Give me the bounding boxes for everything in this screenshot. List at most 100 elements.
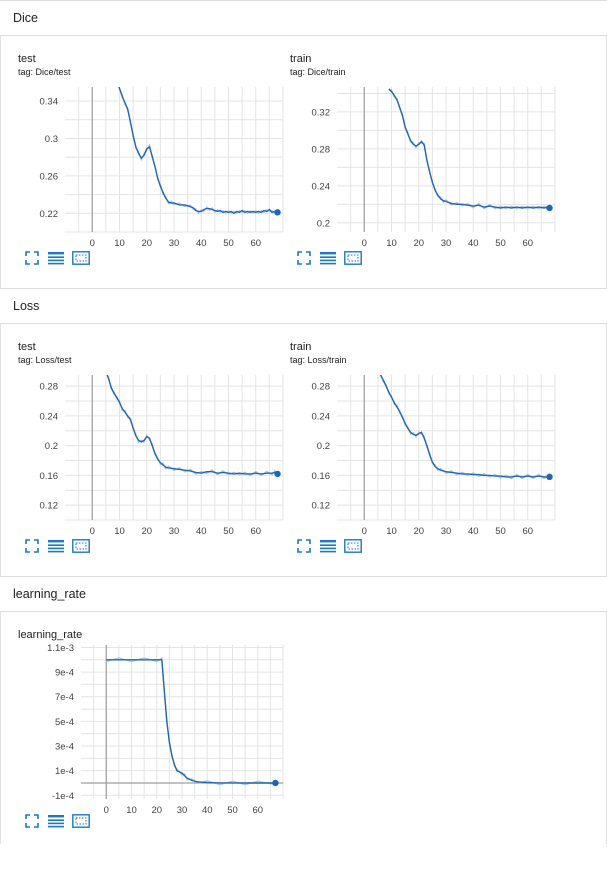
data-table-icon[interactable] — [47, 539, 65, 555]
chart-plot[interactable]: 0 10 20 30 40 50 60 -1e-4 1e-4 3e-4 5e-4 7e-4 9e-4 1.… — [18, 637, 290, 815]
section-title: Loss — [13, 299, 40, 313]
x-tick-label: 30 — [169, 526, 180, 537]
y-tick-label: 3e-4 — [55, 742, 74, 753]
chart-plot[interactable]: 0 10 20 30 40 50 60 0.12 0.16 0.2 0.24 0.28 — [290, 367, 562, 545]
fullscreen-icon[interactable] — [297, 251, 315, 267]
chart-title: train — [290, 341, 312, 353]
chart-title: test — [18, 341, 36, 353]
x-tick-label: 30 — [441, 238, 452, 249]
chart-tag: tag: Loss/train — [290, 355, 347, 365]
series-line — [106, 375, 278, 475]
y-tick-label: 1e-4 — [55, 766, 74, 777]
series-line — [388, 88, 550, 209]
x-tick-label: 50 — [495, 238, 506, 249]
data-table-icon[interactable] — [319, 251, 337, 267]
series-last-point — [274, 470, 281, 478]
fullscreen-icon[interactable] — [25, 539, 43, 555]
section-body-loss: test tag: Loss/test 0 10 20 30 40 50 60 0.12 0.16 0… — [0, 324, 607, 576]
chart-plot[interactable]: 0 10 20 30 40 50 60 0.2 0.24 0.28 0.32 — [290, 79, 562, 257]
fullscreen-icon[interactable] — [25, 814, 43, 830]
x-tick-label: 0 — [90, 526, 95, 537]
x-tick-label: 10 — [114, 238, 125, 249]
x-tick-label: 10 — [386, 526, 397, 537]
y-tick-label: 0.22 — [40, 209, 59, 220]
x-tick-label: 30 — [177, 805, 188, 815]
x-tick-label: 10 — [114, 526, 125, 537]
series-last-point — [274, 209, 281, 216]
chart-tag: tag: Loss/test — [18, 355, 72, 365]
chart-card-loss-train: train tag: Loss/train 0 10 20 30 40 50 60 0.12 0.1… — [290, 341, 562, 581]
y-tick-label: 9e-4 — [55, 668, 74, 679]
data-table-icon[interactable] — [319, 539, 337, 555]
y-tick-label: 0.28 — [312, 144, 331, 155]
y-tick-label: 1.1e-3 — [47, 643, 74, 654]
section-body-dice: test tag: Dice/test 0 10 20 30 40 50 60 0.22 0.26 0… — [0, 36, 607, 288]
fit-domain-icon[interactable] — [72, 814, 90, 830]
series-line — [106, 659, 276, 784]
x-tick-label: 30 — [441, 526, 452, 537]
fit-domain-icon[interactable] — [72, 251, 90, 267]
section-body-learning-rate: learning_rate 0 10 20 30 40 50 60 -1e-4 1e-4 3e-4 5… — [0, 612, 607, 844]
x-tick-label: 50 — [223, 526, 234, 537]
fullscreen-icon[interactable] — [25, 251, 43, 267]
x-tick-label: 60 — [252, 805, 263, 815]
chart-title: test — [18, 53, 36, 65]
y-tick-label: 0.26 — [40, 171, 59, 182]
section-title: Dice — [13, 11, 39, 25]
x-tick-label: 60 — [250, 238, 261, 249]
x-tick-label: 40 — [468, 238, 479, 249]
section-title: learning_rate — [13, 587, 86, 601]
x-tick-label: 60 — [522, 238, 533, 249]
x-tick-label: 0 — [90, 238, 95, 249]
y-tick-label: 0.2 — [317, 441, 330, 452]
chart-card-dice-train: train tag: Dice/train 0 10 20 30 40 50 60 0.2 0.24… — [290, 53, 562, 293]
y-tick-label: 0.2 — [45, 441, 58, 452]
y-tick-label: 5e-4 — [55, 717, 74, 728]
data-table-icon[interactable] — [47, 814, 65, 830]
series-raw-line — [380, 375, 550, 480]
chart-card-dice-test: test tag: Dice/test 0 10 20 30 40 50 60 0.22 0.26 0… — [18, 53, 290, 293]
y-tick-label: 0.16 — [312, 471, 331, 482]
chart-title: learning_rate — [18, 629, 83, 641]
y-tick-label: 0.24 — [40, 411, 59, 422]
x-tick-label: 20 — [141, 238, 152, 249]
fit-domain-icon[interactable] — [72, 539, 90, 555]
series-last-point — [272, 779, 279, 787]
chart-tag: tag: Dice/test — [18, 67, 71, 77]
y-tick-label: 0.12 — [312, 501, 331, 512]
series-last-point — [546, 473, 553, 481]
x-tick-label: 0 — [362, 526, 367, 537]
section-header-loss[interactable]: Loss — [0, 288, 607, 324]
section-header-dice[interactable]: Dice — [0, 0, 607, 36]
x-tick-label: 40 — [196, 238, 207, 249]
fit-domain-icon[interactable] — [344, 539, 362, 555]
y-tick-label: 0.3 — [45, 134, 58, 145]
chart-plot[interactable]: 0 10 20 30 40 50 60 0.22 0.26 0.3 0.34 — [18, 79, 290, 257]
series-line — [118, 87, 278, 215]
y-tick-label: 0.16 — [40, 471, 59, 482]
x-tick-label: 20 — [151, 805, 162, 815]
x-tick-label: 50 — [227, 805, 238, 815]
y-tick-label: 0.34 — [40, 97, 59, 108]
y-tick-label: 7e-4 — [55, 692, 74, 703]
y-tick-label: -1e-4 — [52, 791, 74, 802]
x-tick-label: 30 — [169, 238, 180, 249]
x-tick-label: 60 — [522, 526, 533, 537]
x-tick-label: 20 — [413, 526, 424, 537]
y-tick-label: 0.24 — [312, 411, 331, 422]
x-tick-label: 40 — [468, 526, 479, 537]
fit-domain-icon[interactable] — [344, 251, 362, 267]
chart-plot[interactable]: 0 10 20 30 40 50 60 0.12 0.16 0.2 0.24 0.28 — [18, 367, 290, 545]
x-tick-label: 0 — [362, 238, 367, 249]
x-tick-label: 40 — [196, 526, 207, 537]
x-tick-label: 0 — [104, 805, 109, 815]
fullscreen-icon[interactable] — [297, 539, 315, 555]
data-table-icon[interactable] — [47, 251, 65, 267]
section-header-learning-rate[interactable]: learning_rate — [0, 576, 607, 612]
x-tick-label: 10 — [126, 805, 137, 815]
y-tick-label: 0.2 — [317, 218, 330, 229]
x-tick-label: 50 — [495, 526, 506, 537]
y-tick-label: 0.28 — [312, 382, 331, 393]
chart-title: train — [290, 53, 312, 65]
series-last-point — [546, 204, 553, 212]
